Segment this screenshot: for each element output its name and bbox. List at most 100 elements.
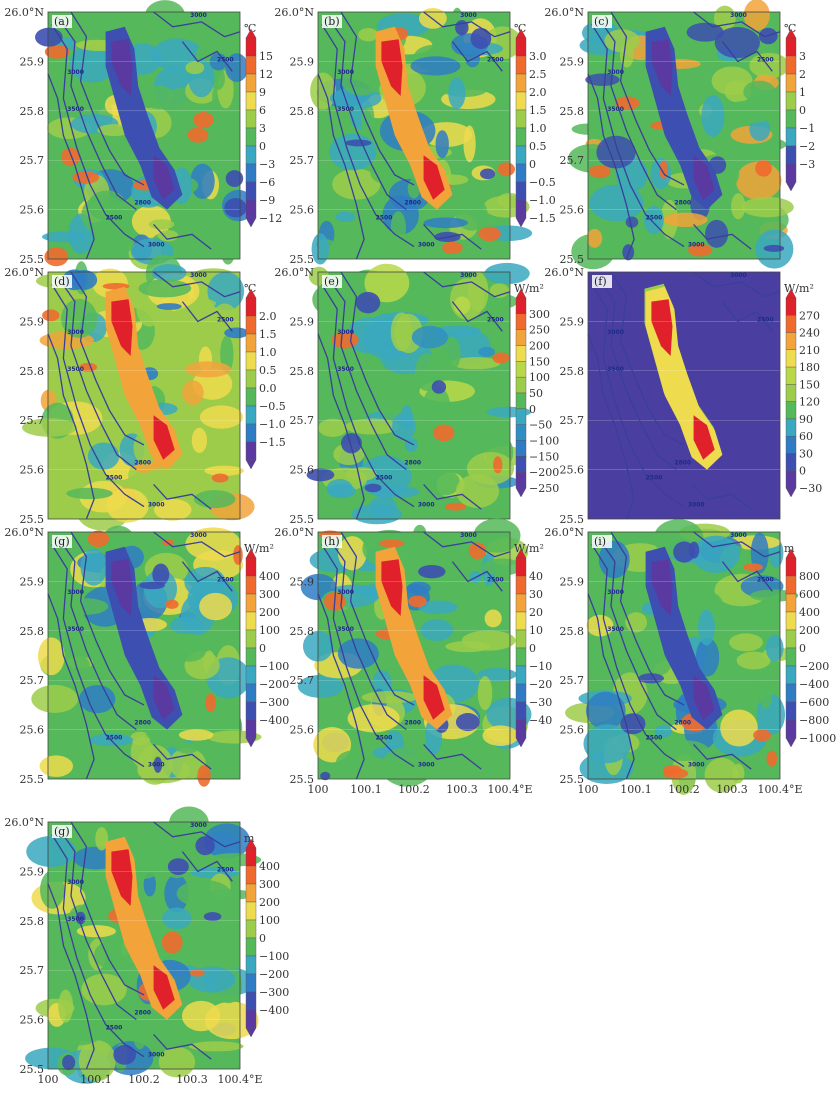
field-blotch (311, 233, 330, 265)
field-blotch (60, 298, 98, 338)
field-blotch (39, 755, 74, 777)
elevation-contour (610, 11, 685, 186)
field-blotch (442, 241, 463, 255)
lake-anomaly-core (423, 675, 445, 720)
colorbar-label: 30 (799, 447, 813, 460)
colorbar-label: −20 (529, 678, 552, 691)
field-blotch (633, 734, 677, 767)
field-blotch (411, 325, 448, 349)
contour-label: 2800 (134, 1010, 151, 1017)
panel-tag: (f) (594, 275, 607, 288)
field-blotch (66, 487, 113, 500)
field-blotch (372, 670, 392, 696)
colorbar-segment (785, 557, 797, 577)
lat-tick-label: 25.7 (20, 154, 45, 167)
panel-tag-box (52, 275, 72, 288)
colorbar-segment (515, 163, 527, 183)
field-blotch (306, 468, 335, 482)
lat-tick-label: 25.5 (20, 253, 45, 266)
lon-tick-label: 100 (38, 1073, 59, 1086)
field-blotch (106, 488, 149, 523)
field-blotch (161, 931, 183, 954)
contour-label: 3500 (67, 366, 84, 373)
lat-tick-label: 25.8 (560, 625, 585, 638)
colorbar-label: −150 (529, 450, 559, 463)
lat-tick-label: 25.6 (20, 724, 45, 737)
map-panel: 3000 3500 2500 2800 3000 2500 3000 (b) 26.0°N 25.… (274, 6, 555, 266)
field-blotch (340, 433, 362, 454)
colorbar-label: −0.5 (259, 400, 286, 413)
field-blotch (704, 757, 739, 793)
elevation-contour (47, 593, 95, 780)
field-blotch (412, 524, 427, 547)
lake-anomaly-core (111, 559, 133, 616)
colorbar-label: 12 (259, 68, 273, 81)
field-blotch (38, 637, 65, 676)
field-blotch (478, 346, 496, 357)
colorbar-label: −1.5 (529, 212, 556, 225)
field-blotch (755, 159, 772, 177)
field-blotch (95, 826, 109, 851)
field-blotch (44, 247, 69, 267)
contour-label: 3000 (67, 589, 84, 596)
colorbar-label: 400 (799, 606, 820, 619)
elevation-contour (321, 284, 415, 508)
contour-label: 2500 (487, 576, 504, 583)
field-blotch (143, 569, 178, 609)
field-blotch (663, 212, 708, 227)
colorbar-segment (245, 847, 257, 867)
colorbar-label: 400 (259, 570, 280, 583)
field-blotch (749, 117, 771, 142)
contour-label: 3000 (190, 532, 207, 539)
lon-tick-label: 100.4°E (487, 783, 532, 796)
field-blotch (590, 121, 629, 133)
colorbar-unit: W/m² (784, 282, 814, 295)
lake-anomaly-core (381, 559, 403, 616)
lat-tick-label: 25.7 (20, 414, 45, 427)
colorbar-segment (245, 37, 257, 57)
colorbar-label: 200 (259, 606, 280, 619)
lake-anomaly-core (693, 415, 715, 460)
field-blotch (480, 168, 496, 180)
field-blotch (463, 125, 476, 163)
map-panel: 3000 3500 2500 2800 3000 2500 3000 (i) 26.0°N 25.… (544, 519, 836, 796)
contour-label: 3000 (460, 272, 477, 279)
field-blotch (191, 427, 208, 453)
colorbar-segment (785, 297, 797, 316)
elevation-contour (587, 73, 635, 260)
lat-tick-label: 25.7 (290, 674, 315, 687)
elevation-contour (610, 531, 685, 706)
lat-tick-label: 26.0°N (4, 266, 44, 279)
contour-label: 3000 (67, 329, 84, 336)
lat-tick-label: 25.7 (20, 964, 45, 977)
elevation-contour (693, 223, 752, 250)
lon-tick-label: 100.4°E (217, 1073, 262, 1086)
colorbar-segment (785, 453, 797, 471)
lake-anomaly-core (381, 39, 403, 96)
elevation-contour (693, 743, 752, 770)
colorbar-segment (785, 629, 797, 649)
elevation-contour (47, 73, 95, 260)
lat-tick-label: 26.0°N (4, 526, 44, 539)
field-blotch (205, 693, 216, 712)
field-blotch (167, 858, 189, 876)
contour-label: 2500 (757, 316, 774, 323)
field-blotch (42, 309, 60, 322)
colorbar-segment (245, 91, 257, 111)
field-blotch (484, 609, 502, 628)
contour-label: 2800 (404, 460, 421, 467)
field-blotch (423, 217, 469, 229)
colorbar-unit: W/m² (514, 542, 544, 555)
colorbar-segment (245, 145, 257, 165)
field-blotch (692, 535, 740, 574)
field-blotch (35, 27, 63, 47)
lat-tick-label: 25.5 (20, 513, 45, 526)
elevation-contour (340, 531, 415, 706)
colorbar-unit: W/m² (244, 542, 274, 555)
colorbar-label: −200 (799, 660, 829, 673)
colorbar-label: 180 (799, 361, 820, 374)
field-blotch (663, 765, 682, 776)
panel-tag: (d) (54, 275, 70, 288)
contour-label: 2500 (487, 316, 504, 323)
